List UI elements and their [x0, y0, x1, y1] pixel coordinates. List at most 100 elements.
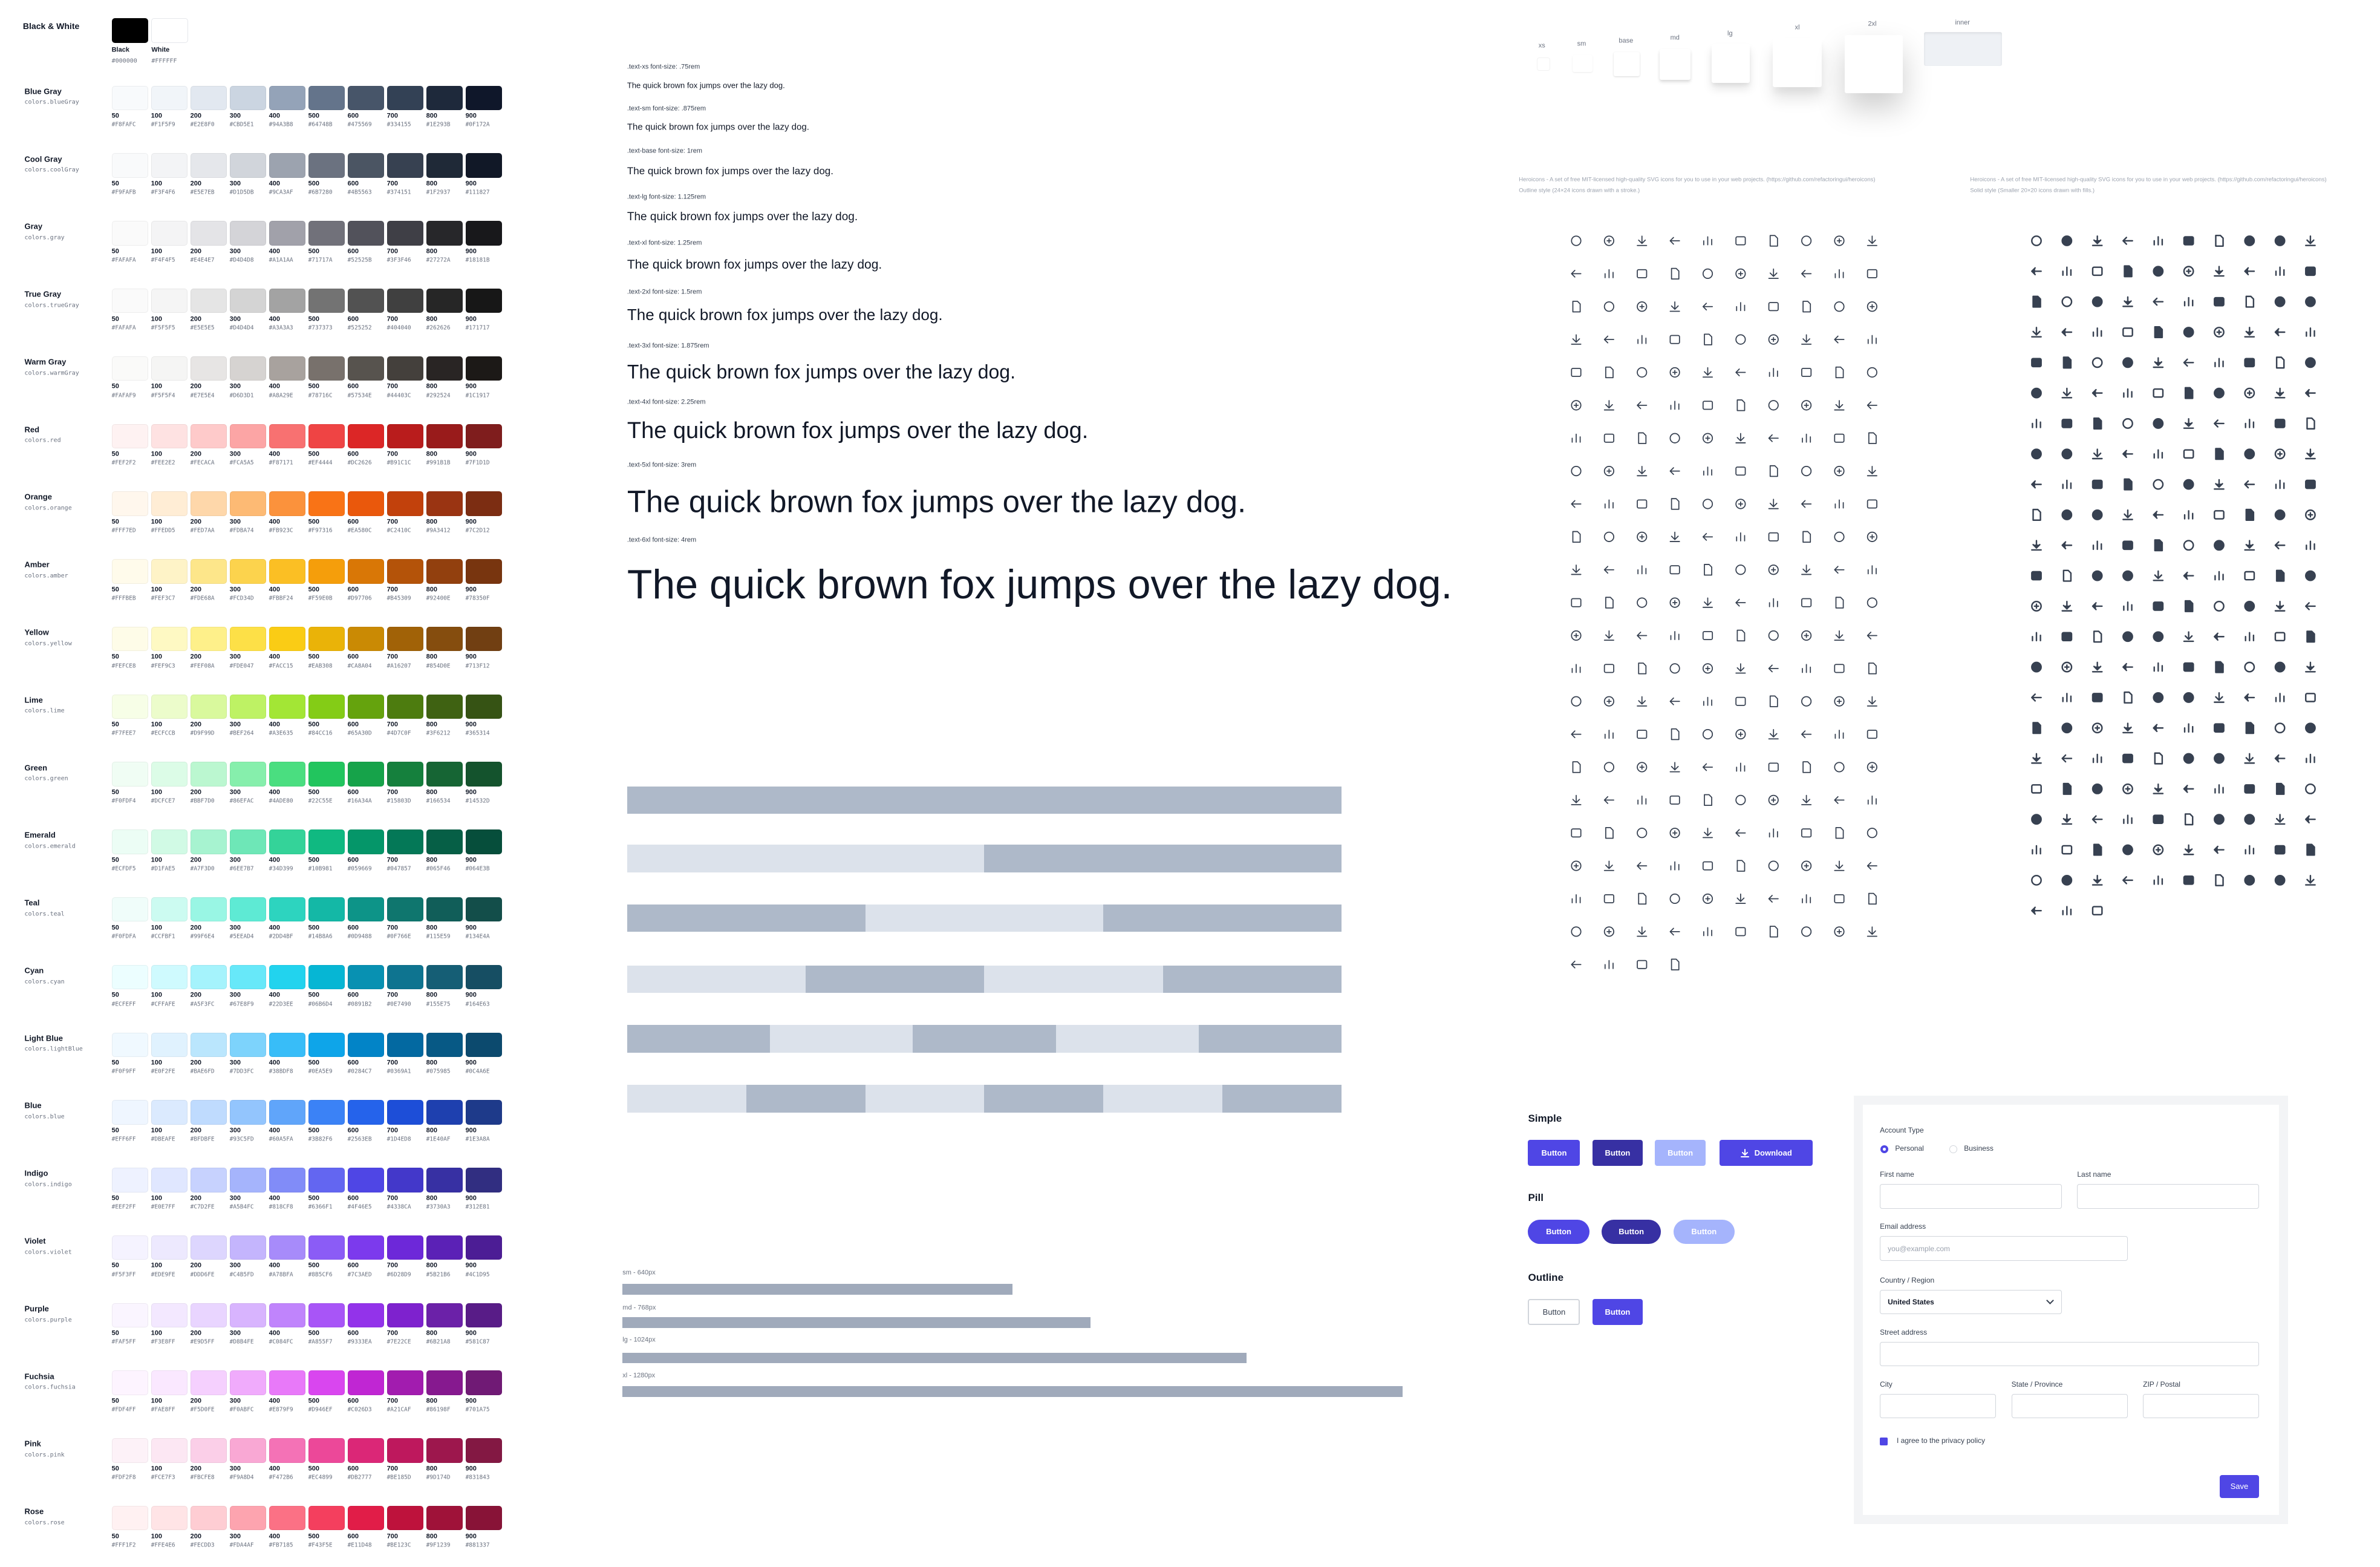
swatch	[426, 1032, 463, 1058]
icon	[2274, 509, 2286, 520]
icon	[2305, 815, 2316, 823]
checkbox[interactable]	[1880, 1437, 1888, 1445]
swatch-hex: #737373	[308, 324, 333, 332]
icon	[2061, 814, 2073, 825]
shade-label: 400	[269, 653, 280, 661]
icon	[2122, 417, 2133, 429]
icon	[2274, 814, 2286, 825]
swatch-hex: #6D28D9	[386, 1271, 411, 1278]
button[interactable]: Button	[1528, 1219, 1589, 1245]
shade-label: 200	[190, 1059, 201, 1067]
icon	[1603, 696, 1614, 707]
shade-label: 50	[111, 247, 119, 255]
button[interactable]: Button	[1655, 1140, 1706, 1166]
button[interactable]: Button	[1592, 1140, 1643, 1166]
icon	[1801, 664, 1811, 673]
icon	[2153, 266, 2164, 277]
icon	[2183, 662, 2194, 672]
icon	[1835, 597, 1844, 609]
icon	[2183, 266, 2194, 277]
text-input[interactable]: United States	[1880, 1289, 2062, 1315]
icon	[2032, 419, 2041, 428]
shadow-box	[1711, 44, 1750, 83]
button[interactable]: Button	[1528, 1140, 1580, 1166]
icon	[2275, 569, 2285, 582]
icon	[1702, 763, 1713, 771]
button[interactable]: Save	[2219, 1474, 2260, 1498]
swatch	[229, 1168, 267, 1192]
icon	[1603, 762, 1614, 773]
shade-label: 900	[465, 1329, 477, 1337]
swatch	[111, 153, 149, 178]
swatch-hex: #166534	[426, 797, 451, 805]
shade-label: 700	[386, 180, 398, 188]
icon	[2124, 478, 2133, 491]
swatch	[308, 626, 345, 652]
text-input[interactable]	[1880, 1341, 2260, 1367]
text-input[interactable]	[2077, 1184, 2260, 1209]
swatch-hex: #A5B4FC	[229, 1203, 254, 1211]
swatch-hex: #FEF3C7	[151, 595, 175, 602]
icon	[2062, 356, 2072, 369]
icon	[2305, 296, 2316, 307]
swatch-hex: #F1F5F9	[151, 121, 175, 128]
swatch-hex: #FEFCE8	[111, 662, 136, 670]
icon	[1572, 761, 1581, 773]
shade-label: 800	[426, 1329, 437, 1337]
text-input[interactable]	[2143, 1393, 2260, 1419]
text-input[interactable]	[1880, 1184, 2062, 1209]
shade-label: 400	[269, 856, 280, 864]
swatch	[151, 559, 188, 584]
icon	[1636, 235, 1648, 246]
swatch-hex: #F5D0FE	[190, 1406, 215, 1413]
swatch-hex: #374151	[386, 189, 411, 196]
text-input[interactable]	[2011, 1393, 2128, 1419]
swatch	[229, 1235, 267, 1260]
swatch	[308, 694, 345, 719]
icon	[1834, 301, 1845, 312]
shade-label: 100	[151, 180, 162, 188]
icon	[2093, 843, 2102, 856]
icon	[2244, 600, 2255, 612]
swatch-hex: #7C3AED	[347, 1271, 372, 1278]
palette-token: colors.violet	[24, 1248, 72, 1255]
swatch	[308, 1506, 345, 1531]
shade-label: 100	[151, 992, 162, 999]
icon-set-description: Heroicons - A set of free MIT-licensed h…	[1519, 176, 1876, 183]
icon	[1703, 696, 1712, 706]
icon	[2091, 722, 2103, 734]
button[interactable]: Button	[1673, 1219, 1735, 1245]
shade-label: 100	[151, 1465, 162, 1473]
swatch	[111, 1235, 149, 1260]
swatch	[465, 288, 503, 313]
swatch-hex: #7C2D12	[465, 527, 490, 534]
swatch	[465, 1370, 503, 1395]
text-input[interactable]	[1880, 1393, 1997, 1419]
button[interactable]: Button	[1601, 1219, 1661, 1245]
swatch	[308, 1168, 345, 1192]
shade-label: 50	[111, 1194, 119, 1202]
button[interactable]: Button	[1592, 1299, 1643, 1326]
icon	[2183, 875, 2194, 885]
icon	[1571, 794, 1582, 805]
button[interactable]: Download	[1719, 1140, 1813, 1166]
shade-label: 500	[308, 924, 319, 932]
radio[interactable]	[1949, 1145, 1957, 1153]
icon	[2154, 326, 2163, 338]
icon	[2183, 326, 2194, 338]
field-label: State / Province	[2011, 1379, 2063, 1389]
palette-name: Cyan	[24, 966, 44, 975]
icon	[1637, 335, 1646, 344]
text-input[interactable]: you@example.com	[1880, 1236, 2128, 1261]
shade-label: 200	[190, 992, 201, 999]
swatch	[386, 491, 424, 516]
icon	[2274, 541, 2286, 549]
palette-name: Red	[24, 425, 40, 434]
icon	[1669, 762, 1680, 773]
radio[interactable]	[1880, 1145, 1889, 1153]
swatch	[426, 85, 463, 111]
icon	[2093, 630, 2102, 643]
shade-label: 700	[386, 1397, 398, 1405]
button[interactable]: Button	[1528, 1299, 1580, 1326]
swatch-hex: #1E293B	[426, 121, 451, 128]
